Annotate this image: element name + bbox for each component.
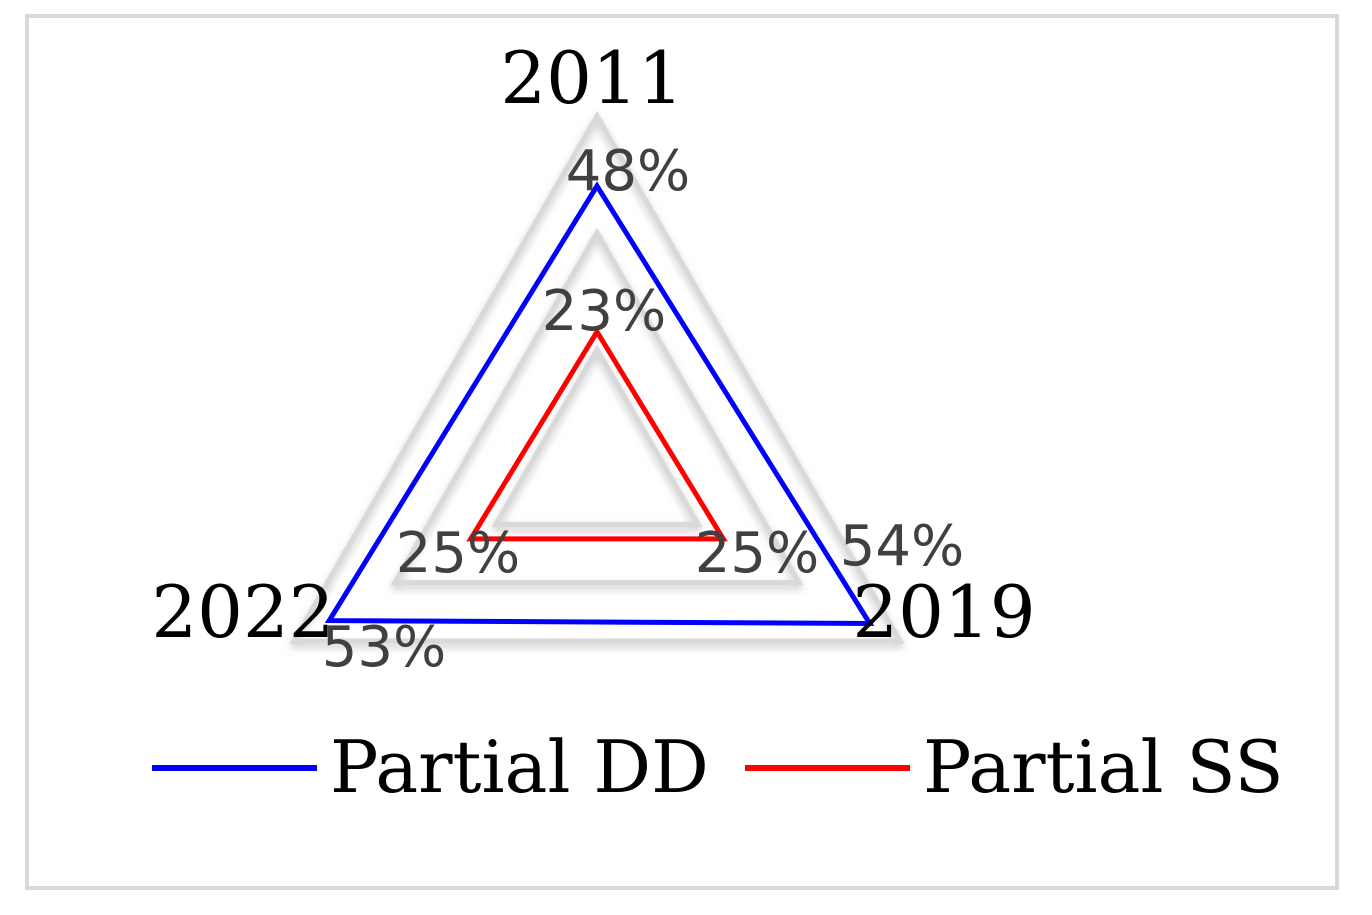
data-label-partial-ss-2022: 25% [396, 521, 520, 586]
data-label-partial-ss-2011: 23% [542, 279, 666, 344]
radar-labels: 2011 2019 2022 48% 54% 53% 23% 25% 25% [151, 36, 1035, 680]
legend: Partial DD Partial SS [152, 725, 1284, 809]
radar-series [324, 181, 875, 627]
grid-ring-2 [390, 227, 804, 586]
category-label-2019: 2019 [852, 570, 1035, 654]
grid-ring-3 [289, 110, 905, 644]
legend-label-partial-dd: Partial DD [330, 725, 709, 809]
data-label-partial-dd-2022: 53% [322, 615, 446, 680]
category-label-2011: 2011 [500, 36, 683, 120]
radar-grid [289, 110, 905, 644]
grid-ring-1 [491, 344, 703, 527]
data-label-partial-ss-2019: 25% [695, 521, 819, 586]
data-label-partial-dd-2019: 54% [840, 514, 964, 579]
legend-label-partial-ss: Partial SS [923, 725, 1284, 809]
chart-frame [25, 14, 1339, 890]
category-label-2022: 2022 [151, 570, 334, 654]
data-label-partial-dd-2011: 48% [566, 139, 690, 204]
series-line-partial-dd [324, 181, 875, 627]
series-line-partial-ss [466, 327, 728, 542]
